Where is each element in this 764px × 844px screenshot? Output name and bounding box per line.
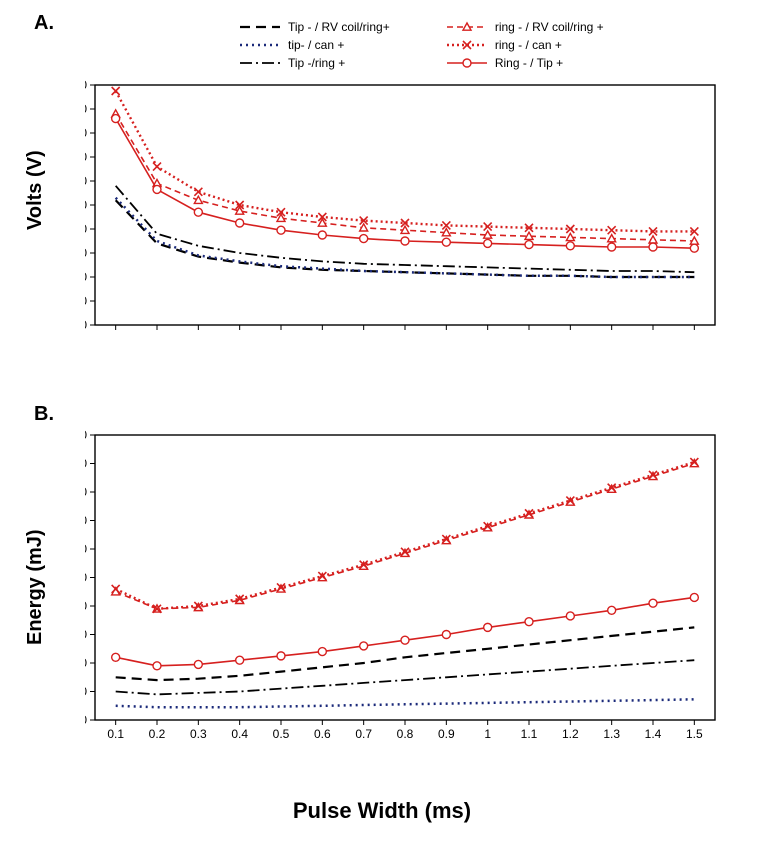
svg-text:180: 180 [85, 457, 87, 471]
svg-text:1: 1 [484, 727, 491, 741]
x-axis-label: Pulse Width (ms) [0, 798, 764, 824]
svg-text:40: 40 [85, 656, 87, 670]
svg-text:0.5: 0.5 [273, 727, 290, 741]
svg-text:1.4: 1.4 [645, 727, 662, 741]
svg-text:1.2: 1.2 [562, 727, 579, 741]
svg-text:20: 20 [85, 685, 87, 699]
svg-text:0.6: 0.6 [314, 727, 331, 741]
svg-text:16.00: 16.00 [85, 126, 87, 140]
svg-text:18.00: 18.00 [85, 102, 87, 116]
figure-root: A. Volts (V) p < 0.0001 Tip - / RV coil/… [0, 0, 764, 844]
svg-text:1.3: 1.3 [603, 727, 620, 741]
svg-text:0.2: 0.2 [149, 727, 166, 741]
svg-text:0: 0 [85, 713, 87, 727]
svg-text:8.00: 8.00 [85, 222, 87, 236]
panel-b: B. Energy (mJ) p < 0.0001 02040608010012… [0, 395, 764, 790]
panel-b-plot: 0 20 40 60 80 100 120 140 160 180 200 0.1 0.2 0.3 0.4 0… [85, 425, 725, 755]
svg-text:1.5: 1.5 [686, 727, 703, 741]
svg-text:100: 100 [85, 571, 87, 585]
panel-a-label: A. [34, 12, 54, 35]
panel-a-ylabel: Volts (V) [24, 150, 47, 230]
panel-b-ylabel: Energy (mJ) [24, 529, 47, 645]
panel-a-plot: 0.00 2.00 4.00 6.00 8.00 10.00 12.00 14.00 16.00… [85, 30, 725, 360]
svg-text:60: 60 [85, 628, 87, 642]
svg-text:2.00: 2.00 [85, 294, 87, 308]
svg-text:120: 120 [85, 542, 87, 556]
svg-text:4.00: 4.00 [85, 270, 87, 284]
svg-text:80: 80 [85, 599, 87, 613]
svg-text:200: 200 [85, 428, 87, 442]
svg-text:0.7: 0.7 [355, 727, 372, 741]
svg-text:14.00: 14.00 [85, 150, 87, 164]
svg-text:20.00: 20.00 [85, 78, 87, 92]
svg-text:0.1: 0.1 [107, 727, 124, 741]
svg-text:0.3: 0.3 [190, 727, 207, 741]
svg-text:140: 140 [85, 514, 87, 528]
panel-a: A. Volts (V) p < 0.0001 Tip - / RV coil/… [0, 0, 764, 395]
svg-text:160: 160 [85, 485, 87, 499]
svg-text:0.9: 0.9 [438, 727, 455, 741]
svg-text:1.1: 1.1 [521, 727, 538, 741]
svg-text:6.00: 6.00 [85, 246, 87, 260]
svg-text:0.00: 0.00 [85, 318, 87, 332]
svg-text:0.8: 0.8 [397, 727, 414, 741]
svg-text:0.4: 0.4 [231, 727, 248, 741]
panel-b-label: B. [34, 403, 54, 426]
svg-text:10.00: 10.00 [85, 198, 87, 212]
svg-text:12.00: 12.00 [85, 174, 87, 188]
